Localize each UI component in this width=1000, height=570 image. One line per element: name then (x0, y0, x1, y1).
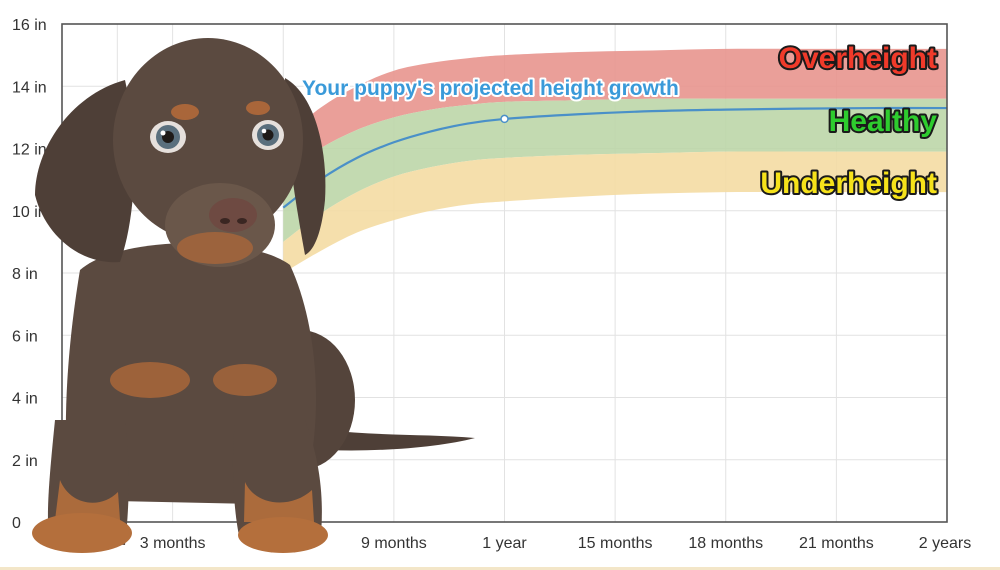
y-axis-ticks: 0 2 in 4 in 6 in 8 in 10 in 12 in 14 in 16 in (12, 17, 47, 532)
band-healthy (283, 98, 947, 242)
y-tick-label: 16 in (12, 17, 47, 34)
zone-label-healthy: Healthy (829, 105, 938, 138)
zone-label-overheight: Overheight (779, 42, 937, 75)
x-tick-label: 1 year (482, 535, 527, 552)
x-tick-label: 9 months (361, 535, 427, 552)
x-tick-label: 15 months (578, 535, 653, 552)
y-tick-label: 10 in (12, 204, 47, 221)
x-tick-label: 21 months (799, 535, 874, 552)
series-lines (282, 106, 948, 209)
dachshund-puppy-image (32, 38, 475, 553)
series-label: Your puppy's projected height growth (302, 77, 679, 100)
band-areas (283, 48, 947, 273)
band-overheight (283, 48, 947, 174)
x-tick-label: 3 months (140, 535, 206, 552)
series-marker (500, 114, 509, 124)
x-tick-label: 2 years (919, 535, 971, 552)
y-tick-label: 14 in (12, 79, 47, 96)
y-tick-label: 2 in (12, 453, 38, 470)
zone-labels: Overheight Healthy Underheight Your puppy's… (300, 40, 939, 202)
zone-label-underheight: Underheight (760, 167, 937, 200)
bottom-rule (0, 567, 1000, 570)
y-tick-label: 8 in (12, 266, 38, 283)
series-line (282, 106, 948, 209)
y-tick-label: 4 in (12, 391, 38, 408)
y-tick-label: 0 (12, 515, 21, 532)
plot-frame (61, 23, 948, 523)
y-tick-label: 12 in (12, 142, 47, 159)
x-tick-label: 18 months (688, 535, 763, 552)
y-tick-label: 6 in (12, 328, 38, 345)
band-underheight (283, 151, 947, 273)
